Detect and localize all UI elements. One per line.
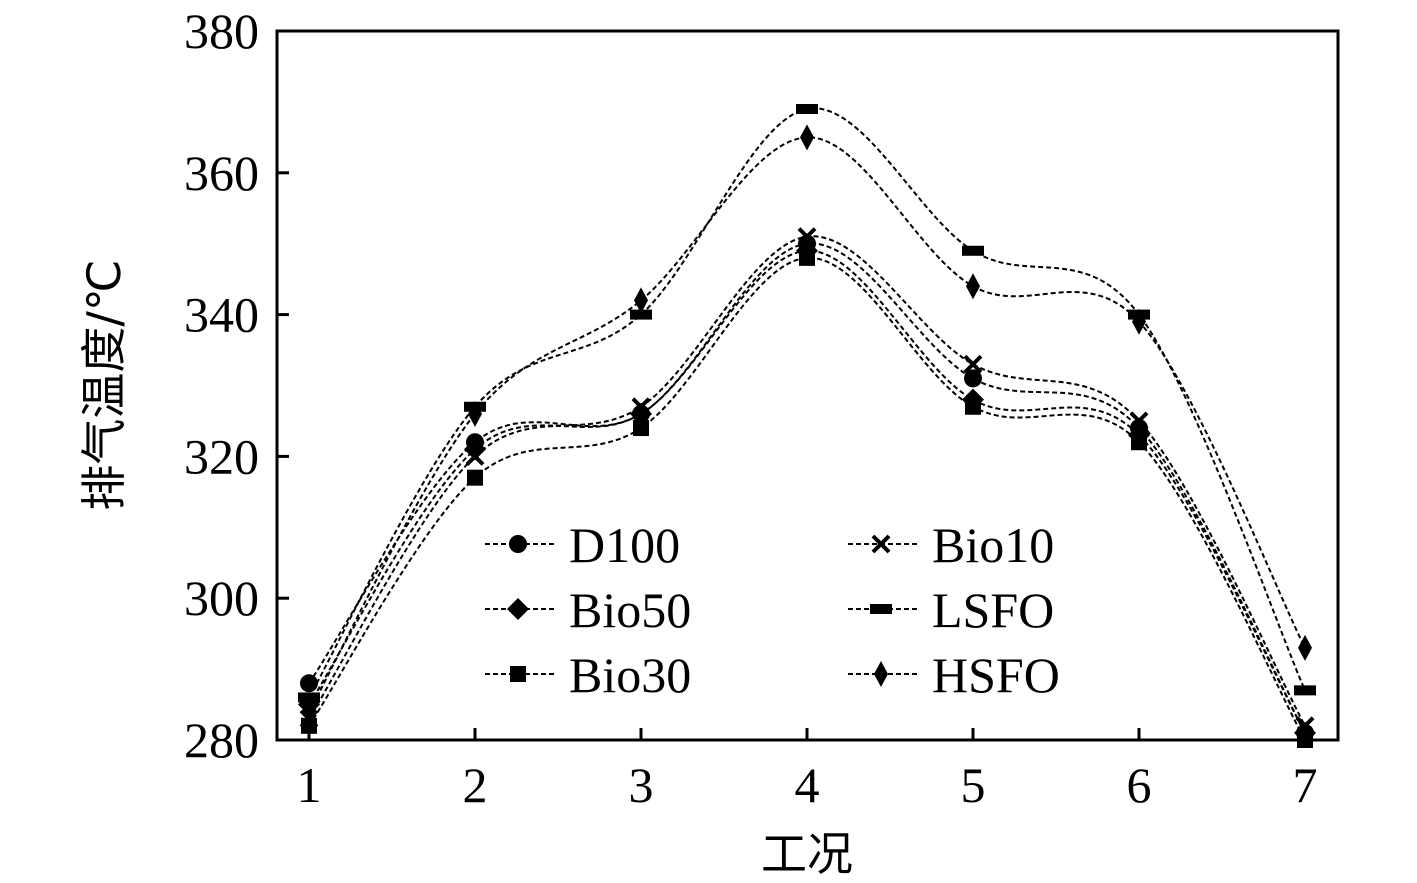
x-tick-label: 4 [795,757,820,813]
y-axis: 280 300 320 340 360 380 [184,3,289,768]
legend-marker-lsfo [870,604,892,614]
legend-marker-d100 [509,535,527,553]
series-bio30 [301,249,1313,748]
data-point-lsfo [630,309,652,320]
data-point-bio30 [965,398,981,415]
x-axis-title: 工况 [761,827,853,881]
legend-item-lsfo: LSFO [848,582,1054,638]
data-point-bio30 [799,249,815,266]
x-tick-label: 7 [1293,757,1318,813]
x-tick-label: 2 [463,757,488,813]
y-tick-label: 340 [184,287,259,343]
legend-label: D100 [569,517,680,573]
data-point-bio30 [467,469,483,486]
legend-background [470,505,1110,710]
y-tick-label: 360 [184,145,259,201]
y-tick-label: 280 [184,712,259,768]
data-point-bio50 [464,438,486,461]
data-point-hsfo [468,400,482,427]
data-point-bio50 [630,402,652,425]
data-point-lsfo [1294,685,1316,696]
y-tick-label: 380 [184,3,259,59]
data-point-d100 [300,674,318,693]
series-layer [298,103,1316,748]
legend-item-bio50: Bio50 [485,582,691,638]
legend-marker-bio30 [510,666,526,682]
data-point-bio10 [963,354,983,374]
data-point-hsfo [634,287,648,314]
data-point-bio30 [1297,732,1313,748]
x-tick-label: 3 [629,757,654,813]
legend-label: Bio10 [932,517,1054,573]
series-line-bio30 [308,256,1306,741]
data-point-hsfo [302,698,316,725]
data-point-hsfo [966,273,980,300]
y-axis-title: 排气温度/℃ [77,259,131,510]
data-point-bio10 [1129,411,1149,431]
legend-label: HSFO [932,647,1060,703]
data-point-bio10 [797,227,817,247]
legend-item-hsfo: HSFO [848,647,1060,703]
data-point-bio30 [301,717,317,734]
legend-item-d100: D100 [485,517,680,573]
x-axis: 1 2 3 4 5 6 7 [297,728,1318,813]
legend-marker-bio10 [871,534,891,554]
legend-marker-bio50 [507,598,529,620]
x-tick-label: 1 [297,757,322,813]
y-tick-label: 300 [184,570,259,626]
x-tick-label: 5 [961,757,986,813]
data-point-hsfo [800,124,814,151]
legend: D100 Bio10 Bio50 LSFO Bio30 HSFO [470,505,1110,710]
x-tick-label: 6 [1127,757,1152,813]
y-tick-label: 320 [184,428,259,484]
data-point-hsfo [1298,634,1312,661]
data-point-bio30 [633,420,649,437]
data-point-hsfo [1132,308,1146,335]
legend-label: LSFO [932,582,1054,638]
data-point-lsfo [298,692,320,703]
legend-marker-hsfo [874,661,888,687]
series-hsfo [302,124,1312,725]
legend-item-bio30: Bio30 [485,647,691,703]
data-point-d100 [964,369,982,388]
data-point-lsfo [962,245,984,256]
legend-item-bio10: Bio10 [848,517,1054,573]
legend-label: Bio50 [569,582,691,638]
data-point-lsfo [796,103,818,114]
legend-label: Bio30 [569,647,691,703]
data-point-bio30 [1131,434,1147,451]
